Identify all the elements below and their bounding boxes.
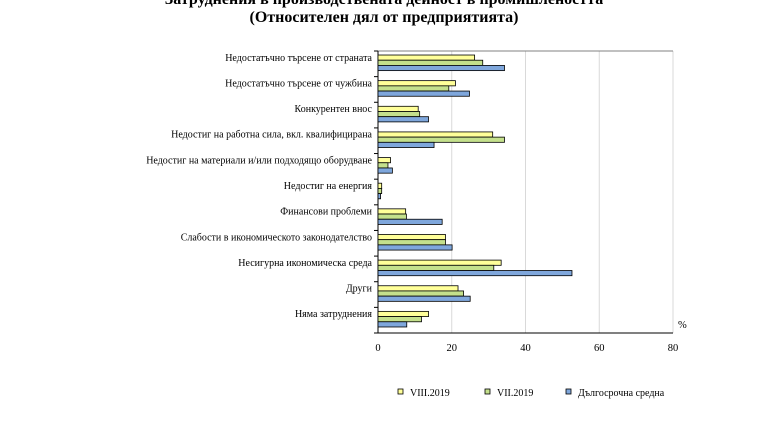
category-label: Недостатъчно търсене от страната	[225, 53, 372, 64]
x-tick-label: 40	[520, 343, 531, 354]
legend-swatch	[484, 388, 491, 395]
bar-viii-2019	[377, 234, 446, 241]
bar-viii-2019	[377, 105, 419, 112]
bar--	[377, 90, 470, 97]
bar-viii-2019	[377, 54, 476, 61]
bar--	[377, 295, 471, 302]
bar--	[377, 65, 505, 72]
bar--	[377, 116, 429, 123]
bar-vii-2019	[377, 136, 505, 143]
category-label: Недостиг на енергия	[284, 181, 373, 192]
bar-vii-2019	[377, 290, 464, 297]
bar-viii-2019	[377, 157, 391, 164]
category-label: Финансови проблеми	[280, 207, 372, 218]
bar--	[377, 193, 381, 200]
legend-label: VII.2019	[497, 388, 533, 399]
chart-title: Затруднения в производствената дейност в…	[0, 0, 768, 27]
x-tick-label: 20	[447, 343, 458, 354]
bar-vii-2019	[377, 264, 495, 271]
category-label: Недостиг на материали и/или подходящо об…	[146, 155, 372, 166]
bar-viii-2019	[377, 285, 459, 292]
x-tick-label: 0	[375, 343, 380, 354]
legend-swatch	[565, 388, 572, 395]
bar--	[377, 167, 393, 174]
bar-viii-2019	[377, 80, 456, 87]
bar-vii-2019	[377, 316, 422, 323]
bar-viii-2019	[377, 259, 502, 266]
category-label: Няма затруднения	[295, 309, 372, 320]
x-tick-label: 60	[594, 343, 605, 354]
bar-vii-2019	[377, 59, 484, 66]
category-label: Други	[346, 284, 373, 295]
category-label: Конкурентен внос	[295, 104, 373, 115]
bar-viii-2019	[377, 208, 407, 215]
category-label: Несигурна икономическа среда	[238, 258, 372, 269]
category-label: Слабости в икономическото законодателств…	[181, 232, 372, 243]
bar-viii-2019	[377, 182, 383, 189]
category-label: Недостиг на работна сила, вкл. квалифици…	[171, 130, 372, 141]
bar-vii-2019	[377, 213, 407, 220]
bar-viii-2019	[377, 310, 429, 317]
legend-label: VIII.2019	[410, 388, 450, 399]
bar-viii-2019	[377, 131, 494, 138]
legend-swatch	[397, 388, 404, 395]
x-tick-label: 80	[668, 343, 679, 354]
bar-vii-2019	[377, 187, 383, 194]
bar-vii-2019	[377, 162, 389, 169]
bar-vii-2019	[377, 239, 446, 246]
bar--	[377, 321, 408, 328]
x-axis-unit: %	[678, 320, 687, 331]
bar-vii-2019	[377, 111, 421, 118]
bar--	[377, 218, 443, 225]
chart-subtitle: (Относителен дял от предприятията)	[249, 9, 519, 26]
legend-label: Дългосрочна средна	[578, 388, 665, 399]
bar--	[377, 270, 573, 277]
bar--	[377, 244, 453, 251]
chart-title-main: Затруднения в производствената дейност в…	[0, 0, 768, 9]
bar-vii-2019	[377, 85, 450, 92]
bar--	[377, 141, 435, 148]
category-label: Недостатъчно търсене от чужбина	[225, 78, 372, 89]
